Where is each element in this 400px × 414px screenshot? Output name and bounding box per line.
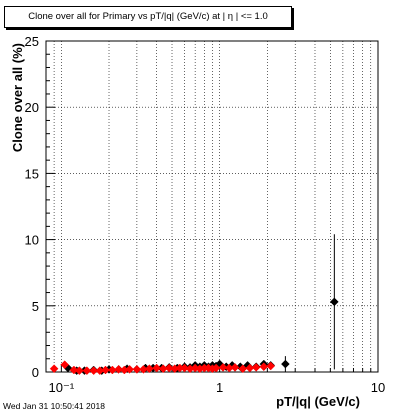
x-tick-label: 10⁻¹ xyxy=(49,380,75,395)
data-point xyxy=(251,363,261,372)
data-point xyxy=(211,363,221,373)
tick-labels: 0 5 10 15 20 25 10⁻¹ 1 10 xyxy=(25,34,386,395)
series-0 xyxy=(63,234,339,376)
series-1 xyxy=(49,360,276,376)
data-point xyxy=(75,366,84,376)
timestamp: Wed Jan 31 10:50:41 2018 xyxy=(3,401,105,411)
data-point xyxy=(180,363,189,373)
data-point xyxy=(89,366,99,376)
y-tick-label: 25 xyxy=(25,34,39,49)
data-point xyxy=(125,364,134,374)
data-point xyxy=(114,364,123,374)
grid-lines xyxy=(45,40,379,373)
data-point xyxy=(60,360,70,370)
data-point xyxy=(281,359,290,369)
data-point xyxy=(266,361,276,371)
y-tick-label: 10 xyxy=(25,233,39,248)
y-tick-label: 0 xyxy=(32,365,39,380)
data-point xyxy=(69,365,79,375)
data-marks xyxy=(49,234,339,376)
data-point xyxy=(230,363,240,372)
y-axis-label: Clone over all (%) xyxy=(10,43,25,152)
y-tick-label: 5 xyxy=(32,299,39,314)
data-point xyxy=(132,364,142,374)
plot-frame xyxy=(45,40,379,373)
data-point xyxy=(245,363,255,373)
chart-title: Clone over all for Primary vs pT/|q| (Ge… xyxy=(4,6,292,28)
data-point xyxy=(101,365,110,375)
axis-ticks xyxy=(45,40,379,373)
x-tick-label: 10 xyxy=(371,380,385,395)
data-point xyxy=(329,297,339,307)
data-point xyxy=(145,364,154,374)
data-point xyxy=(259,362,269,372)
x-tick-label: 1 xyxy=(216,380,223,395)
y-tick-label: 20 xyxy=(25,100,39,115)
data-point xyxy=(238,364,248,374)
y-tick-label: 15 xyxy=(25,166,39,181)
data-point xyxy=(49,364,59,374)
data-point xyxy=(152,363,162,373)
data-point xyxy=(218,363,228,372)
x-axis-label: pT/|q| (GeV/c) xyxy=(276,394,360,409)
data-point xyxy=(82,366,92,376)
data-point xyxy=(164,363,174,373)
